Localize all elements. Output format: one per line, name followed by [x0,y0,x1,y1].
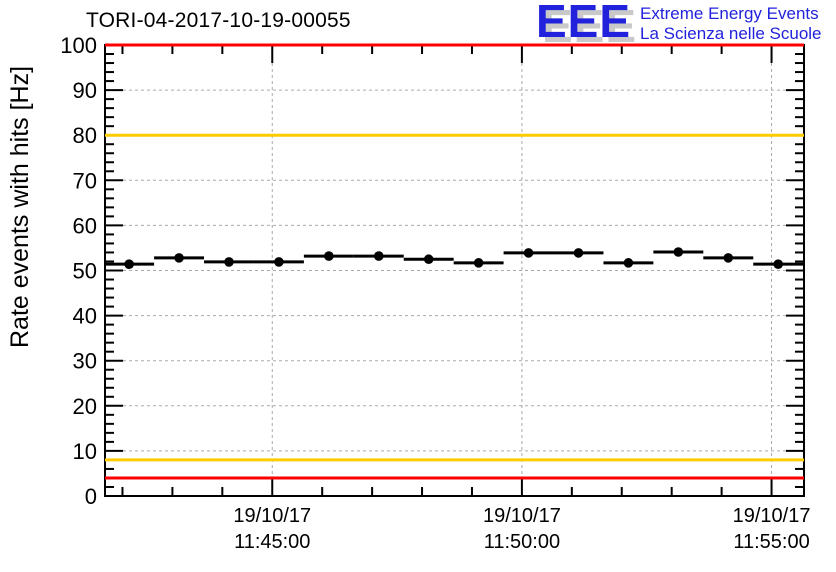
data-point [673,247,684,257]
eee-logo-subtitle-line1: Extreme Energy Events [640,4,819,23]
y-tick-label: 60 [73,213,97,238]
x-tick-label-date: 19/10/17 [233,505,311,527]
data-point [523,248,534,258]
data-point [124,259,134,269]
data-point [373,251,384,261]
plot-title: TORI-04-2017-10-19-00055 [86,9,351,32]
eee-logo-subtitle-line2: La Scienza nelle Scuole [640,24,822,43]
data-point [324,251,334,261]
y-tick-label: 10 [73,439,97,464]
x-tick-label-date: 19/10/17 [733,505,811,527]
y-tick-label: 20 [73,394,97,419]
y-tick-label: 90 [73,78,97,103]
data-point [224,257,234,267]
x-tick-label-time: 11:55:00 [733,531,809,553]
data-point [773,259,784,269]
data-point [723,253,734,263]
y-tick-label: 70 [73,168,97,193]
y-axis-title: Rate events with hits [Hz] [6,65,34,348]
y-tick-label: 50 [73,259,97,284]
eee-logo-acronym: EEE [536,0,632,47]
y-tick-label: 30 [73,349,97,374]
y-tick-label: 0 [85,484,97,509]
y-tick-label: 80 [73,123,97,148]
data-point [423,254,434,265]
eee-logo-subtitle: Extreme Energy Events La Scienza nelle S… [640,1,821,44]
data-point [274,257,284,267]
eee-logo: EEE Extreme Energy Events La Scienza nel… [536,0,822,47]
y-tick-label: 100 [60,33,97,58]
data-point [174,253,184,263]
data-point [623,258,634,268]
x-tick-label-time: 11:50:00 [484,531,560,553]
x-tick-label-time: 11:45:00 [234,531,310,553]
data-point [473,258,484,268]
x-tick-label-date: 19/10/17 [483,505,561,527]
y-tick-label: 40 [73,304,97,329]
data-point [573,248,584,258]
